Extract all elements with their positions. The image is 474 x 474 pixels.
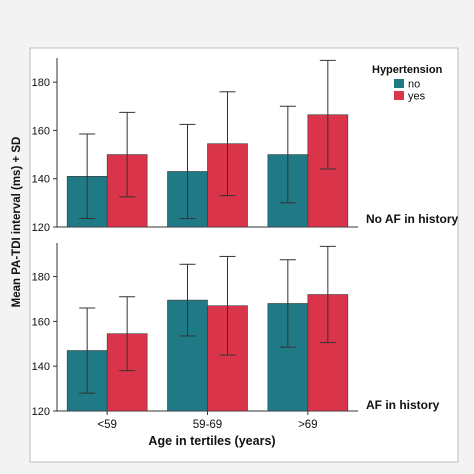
- legend-label-yes: yes: [408, 91, 426, 103]
- x-tick-label: <59: [97, 419, 117, 431]
- x-axis-label: Age in tertiles (years): [148, 434, 275, 448]
- legend-swatch-yes: [394, 91, 404, 100]
- y-tick-label: 160: [32, 125, 50, 137]
- panel-label-af: AF in history: [366, 398, 440, 412]
- panel-no-af: 120 140 160 180: [32, 58, 358, 234]
- y-tick-label: 120: [32, 222, 50, 234]
- y-tick-label: 180: [32, 272, 50, 284]
- panel-label-no-af: No AF in history: [366, 212, 459, 226]
- legend-title: Hypertension: [372, 64, 443, 76]
- bar-yes-2: [307, 114, 349, 228]
- legend: Hypertension no yes: [372, 64, 443, 103]
- y-tick-label: 140: [32, 361, 50, 373]
- y-tick-label: 120: [32, 406, 50, 418]
- y-tick-label: 140: [32, 174, 50, 186]
- panel-af: 120 140 160 180 <59 59-69 >69: [32, 243, 358, 431]
- y-tick-label: 180: [32, 77, 50, 89]
- legend-swatch-no: [394, 79, 404, 88]
- x-tick-label: 59-69: [193, 419, 222, 431]
- legend-label-no: no: [408, 79, 420, 91]
- x-tick-label: >69: [298, 419, 318, 431]
- y-axis-label: Mean PA-TDI interval (ms) + SD: [11, 137, 23, 308]
- y-tick-label: 160: [32, 316, 50, 328]
